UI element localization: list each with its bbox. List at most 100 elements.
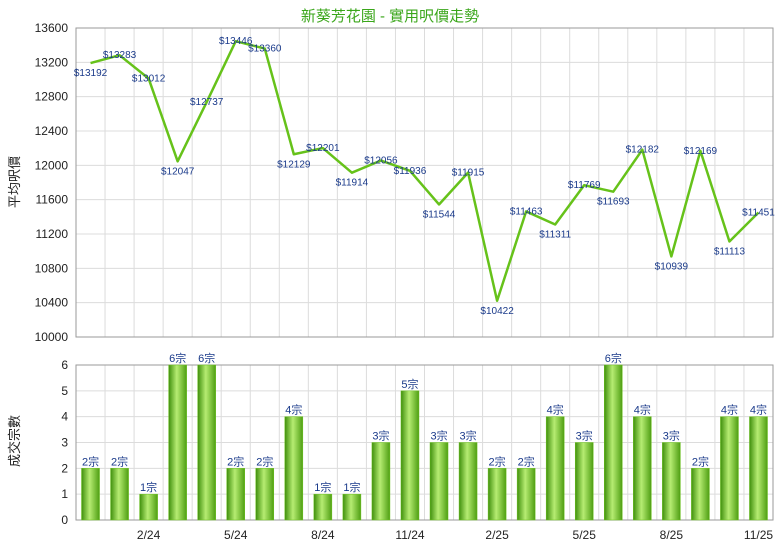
volume-bar [429,442,449,521]
volume-bar-label: 1宗 [140,480,157,494]
price-y-tick-label: 12000 [35,158,69,172]
price-point-label: $11915 [452,168,485,179]
volume-bar-label: 6宗 [198,351,215,365]
volume-bar [168,364,187,521]
volume-bar-label: 6宗 [169,351,186,365]
volume-bar-label: 4宗 [634,403,651,417]
price-line [90,39,760,303]
price-point-label: $13360 [248,44,282,55]
x-tick-label: 11/24 [395,528,424,542]
price-y-tick-label: 13200 [35,55,69,69]
x-tick-label: 5/25 [573,528,597,542]
price-point-label: $12169 [684,146,718,157]
volume-bar-labels: 2宗 2宗 1宗 6宗 6宗 2宗 2宗 4宗 1宗 1宗 3宗 5宗 3宗 3宗 2宗 2宗 4宗 3宗 6宗 4宗… [82,351,767,494]
volume-y-tick-label: 2 [61,461,68,475]
volume-bar [284,416,304,521]
price-point-label: $11544 [423,209,456,220]
volume-bar-label: 2宗 [227,454,244,468]
volume-bar-label: 3宗 [663,429,680,443]
chart-title: 新葵芳花園 - 實用呎價走勢 [301,7,479,25]
volume-bar [371,442,391,521]
price-point-label: $11914 [336,178,369,189]
price-point-label: $11936 [394,166,427,177]
volume-bar [662,442,681,521]
volume-bar [604,364,623,521]
price-point-label: $11463 [510,206,543,217]
price-point-label: $12201 [306,143,340,154]
volume-bar-label: 1宗 [314,480,331,494]
volume-y-tick-label: 6 [61,358,68,372]
volume-bar [458,442,478,521]
x-tick-label: 8/25 [660,528,684,542]
volume-bar-label: 2宗 [489,454,506,468]
volume-y-tick-label: 5 [61,384,68,398]
volume-bar-label: 3宗 [372,429,389,443]
x-tick-label: 2/24 [137,528,161,542]
volume-y-ticks: 0 1 2 3 4 5 6 [61,358,68,527]
price-point-label: $12047 [161,166,195,177]
x-axis-ticks: 2/24 5/24 8/24 11/24 2/25 5/25 8/25 11/25 [137,528,773,542]
volume-bar-label: 1宗 [343,480,360,494]
price-point-label: $11451 [742,207,775,218]
volume-bar-label: 2宗 [518,454,535,468]
price-y-tick-label: 11600 [36,193,69,207]
volume-bar-label: 3宗 [430,429,447,443]
volume-bar [342,493,362,521]
volume-bar [633,416,652,521]
price-plot-frame [75,27,774,338]
price-y-axis-label: 平均呎價 [7,156,22,208]
volume-bar [110,468,129,521]
volume-bar-label: 2宗 [256,454,273,468]
volume-bar-label: 4宗 [285,403,302,417]
price-point-label: $12056 [364,156,398,167]
volume-bar-label: 3宗 [460,429,477,443]
volume-bar-label: 3宗 [576,429,593,443]
volume-bar-label: 2宗 [692,454,709,468]
price-point-labels: $13192 $13283 $13012 $12047 $12737 $13446$133… [74,36,775,317]
price-y-tick-label: 12400 [35,124,69,138]
volume-bar [574,442,594,521]
volume-bar [255,468,275,521]
volume-bar [197,364,216,521]
x-tick-label: 5/24 [224,528,248,542]
volume-bar-label: 4宗 [547,403,564,417]
volume-bar-label: 5宗 [401,377,418,391]
price-y-tick-label: 13600 [35,21,69,35]
price-point-label: $13192 [74,68,108,79]
volume-y-tick-label: 1 [61,487,68,501]
x-tick-label: 2/25 [485,528,509,542]
x-tick-label: 8/24 [311,528,335,542]
price-y-tick-label: 10400 [35,296,69,310]
volume-bar [749,416,768,521]
volume-bar-label: 2宗 [111,454,128,468]
price-point-label: $10939 [655,261,689,272]
price-y-tick-label: 10800 [35,261,69,275]
volume-bar [487,468,507,521]
price-point-label: $13283 [103,50,137,61]
volume-bar-label: 6宗 [605,351,622,365]
volume-plot-frame [75,364,774,521]
price-y-tick-label: 12800 [35,90,69,104]
volume-bar [313,493,333,521]
price-y-tick-label: 10000 [35,330,69,344]
volume-bar [545,416,565,521]
price-point-label: $10422 [480,306,514,317]
price-grid [75,27,774,338]
price-point-label: $13446 [219,36,253,47]
volume-y-tick-label: 4 [61,410,68,424]
volume-bar-label: 4宗 [750,403,767,417]
price-point-label: $11769 [568,180,601,191]
volume-bar [139,493,158,521]
price-y-ticks: 10000 10400 10800 11200 11600 12000 12400 12800… [35,21,69,344]
volume-bar [400,390,420,521]
volume-bar [81,468,100,521]
volume-y-tick-label: 3 [61,436,68,450]
volume-bar [720,416,739,521]
price-point-label: $11693 [597,197,630,208]
volume-y-axis-label: 成交宗數 [7,415,22,467]
price-point-label: $12737 [190,97,224,108]
volume-bar-label: 4宗 [721,403,738,417]
volume-bar-label: 2宗 [82,454,99,468]
volume-bars [81,364,768,521]
